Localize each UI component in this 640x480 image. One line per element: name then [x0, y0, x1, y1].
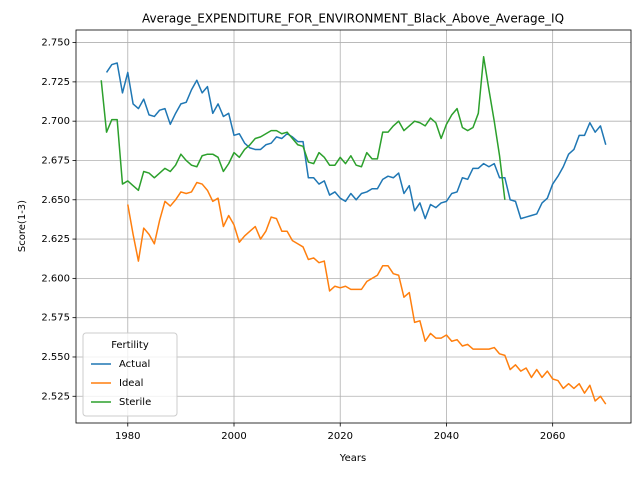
chart-title: Average_EXPENDITURE_FOR_ENVIRONMENT_Blac… [142, 12, 564, 26]
x-tick-label: 2020 [327, 431, 352, 442]
y-tick-label: 2.650 [41, 195, 70, 206]
y-tick-label: 2.700 [41, 116, 70, 127]
x-tick-label: 2000 [221, 431, 246, 442]
y-tick-label: 2.550 [41, 352, 70, 363]
legend-label: Actual [119, 359, 150, 370]
y-tick-label: 2.575 [41, 313, 70, 324]
y-tick-label: 2.725 [41, 77, 70, 88]
legend-label: Ideal [119, 378, 143, 389]
data-line [127, 181, 607, 405]
legend-box [82, 332, 178, 417]
legend-title: Fertility [111, 340, 149, 351]
x-axis-label: Years [339, 453, 366, 464]
legend-label: Sterile [119, 397, 151, 408]
x-tick-label: 2060 [540, 431, 565, 442]
x-tick-label: 2040 [434, 431, 459, 442]
y-tick-label: 2.625 [41, 234, 70, 245]
data-line [100, 55, 506, 200]
y-tick-label: 2.750 [41, 38, 70, 49]
data-line [105, 62, 607, 220]
x-tick-label: 1980 [115, 431, 140, 442]
y-tick-label: 2.525 [41, 391, 70, 402]
y-tick-label: 2.675 [41, 155, 70, 166]
y-axis-label: Score(1-3) [17, 200, 28, 252]
plot-frame [75, 29, 632, 424]
y-tick-label: 2.600 [41, 273, 70, 284]
